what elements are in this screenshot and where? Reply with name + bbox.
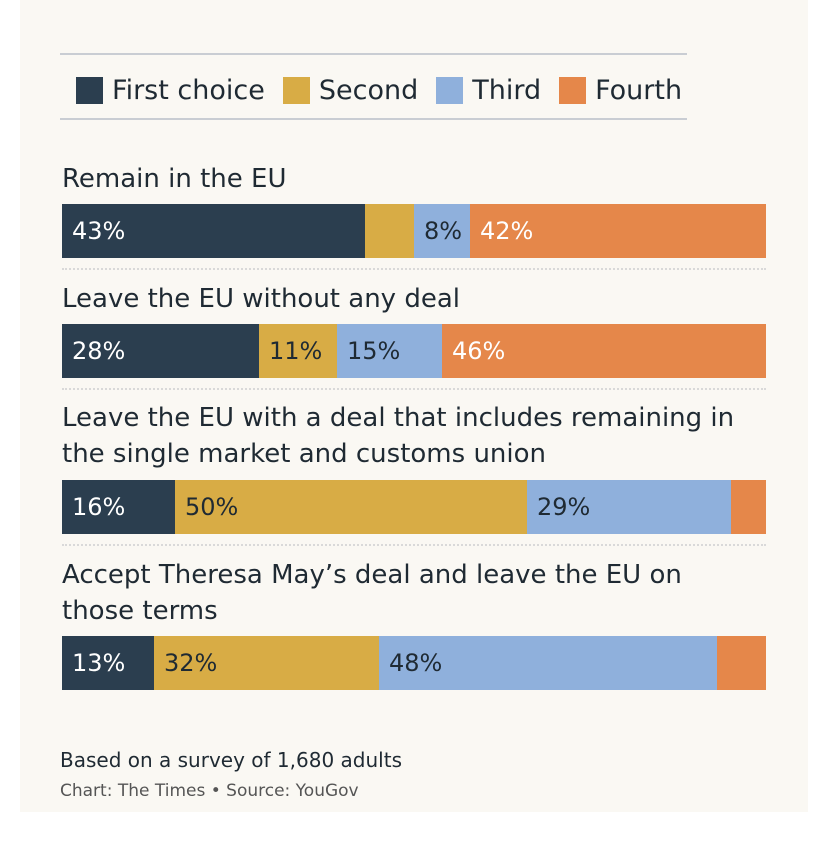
category-label: Leave the EU without any deal [62,284,460,314]
bar-segment-fourth [442,324,766,378]
bar-segment-fourth [470,204,766,258]
stacked-bar: 16% 50% 29% [62,480,766,534]
bar-segment-first [62,204,365,258]
data-label-second: 11% [269,337,323,365]
legend-top-rule [60,53,687,55]
data-label-first: 28% [72,337,126,365]
bar-segment-third [414,204,470,258]
source-credit: Chart: The Times • Source: YouGov [60,781,359,801]
legend-swatch-fourth [559,76,587,104]
legend-swatch-third [436,76,464,104]
legend-label-third: Third [472,74,542,106]
legend-label-fourth: Fourth [595,74,683,106]
bar-segment-second [365,204,414,258]
data-label-first: 43% [72,217,126,245]
legend-swatch-second [282,76,310,104]
legend-item-first: First choice [76,75,265,106]
bar-segment-second [154,636,379,690]
bar-segment-third [379,636,717,690]
category-label: Leave the EU with a deal that includes r… [62,403,735,469]
data-label-third: 8% [424,217,463,245]
legend-bottom-rule [60,118,687,120]
category-label: Accept Theresa May’s deal and leave the … [62,560,682,626]
stacked-bar: 28% 11% 15% 46% [62,324,766,378]
bar-segment-first [62,324,259,378]
bar-segment-second [259,324,337,378]
bar-segment-third [527,480,731,534]
stacked-bar: 13% 32% 48% [62,636,766,690]
legend-label-second: Second [318,74,419,106]
stacked-bar: 43% 8% 42% [62,204,766,258]
legend-label-first: First choice [112,74,265,106]
data-label-first: 16% [72,493,126,521]
row-separator [62,388,766,390]
category-label: Remain in the EU [62,164,287,194]
data-label-first: 13% [72,649,126,677]
legend-item-third: Third [436,75,541,106]
data-label-fourth: 42% [480,217,534,245]
survey-note: Based on a survey of 1,680 adults [60,748,402,772]
row-separator [62,268,766,270]
bar-segment-first [62,636,154,690]
legend: First choice Second Third Fourth [76,70,700,110]
data-label-third: 48% [389,649,443,677]
row-separator [62,544,766,546]
legend-swatch-first [76,76,103,104]
bar-segment-fourth [731,480,766,534]
bar-segment-third [337,324,442,378]
data-label-third: 15% [347,337,401,365]
data-label-fourth: 46% [452,337,506,365]
data-label-third: 29% [537,493,591,521]
legend-item-fourth: Fourth [559,75,682,106]
bar-segment-fourth [717,636,766,690]
data-label-second: 32% [164,649,218,677]
data-label-second: 50% [185,493,239,521]
chart-card: First choice Second Third Fourth Remain … [20,0,808,812]
legend-item-second: Second [282,74,419,106]
bar-segment-first [62,480,175,534]
bar-segment-second [175,480,527,534]
